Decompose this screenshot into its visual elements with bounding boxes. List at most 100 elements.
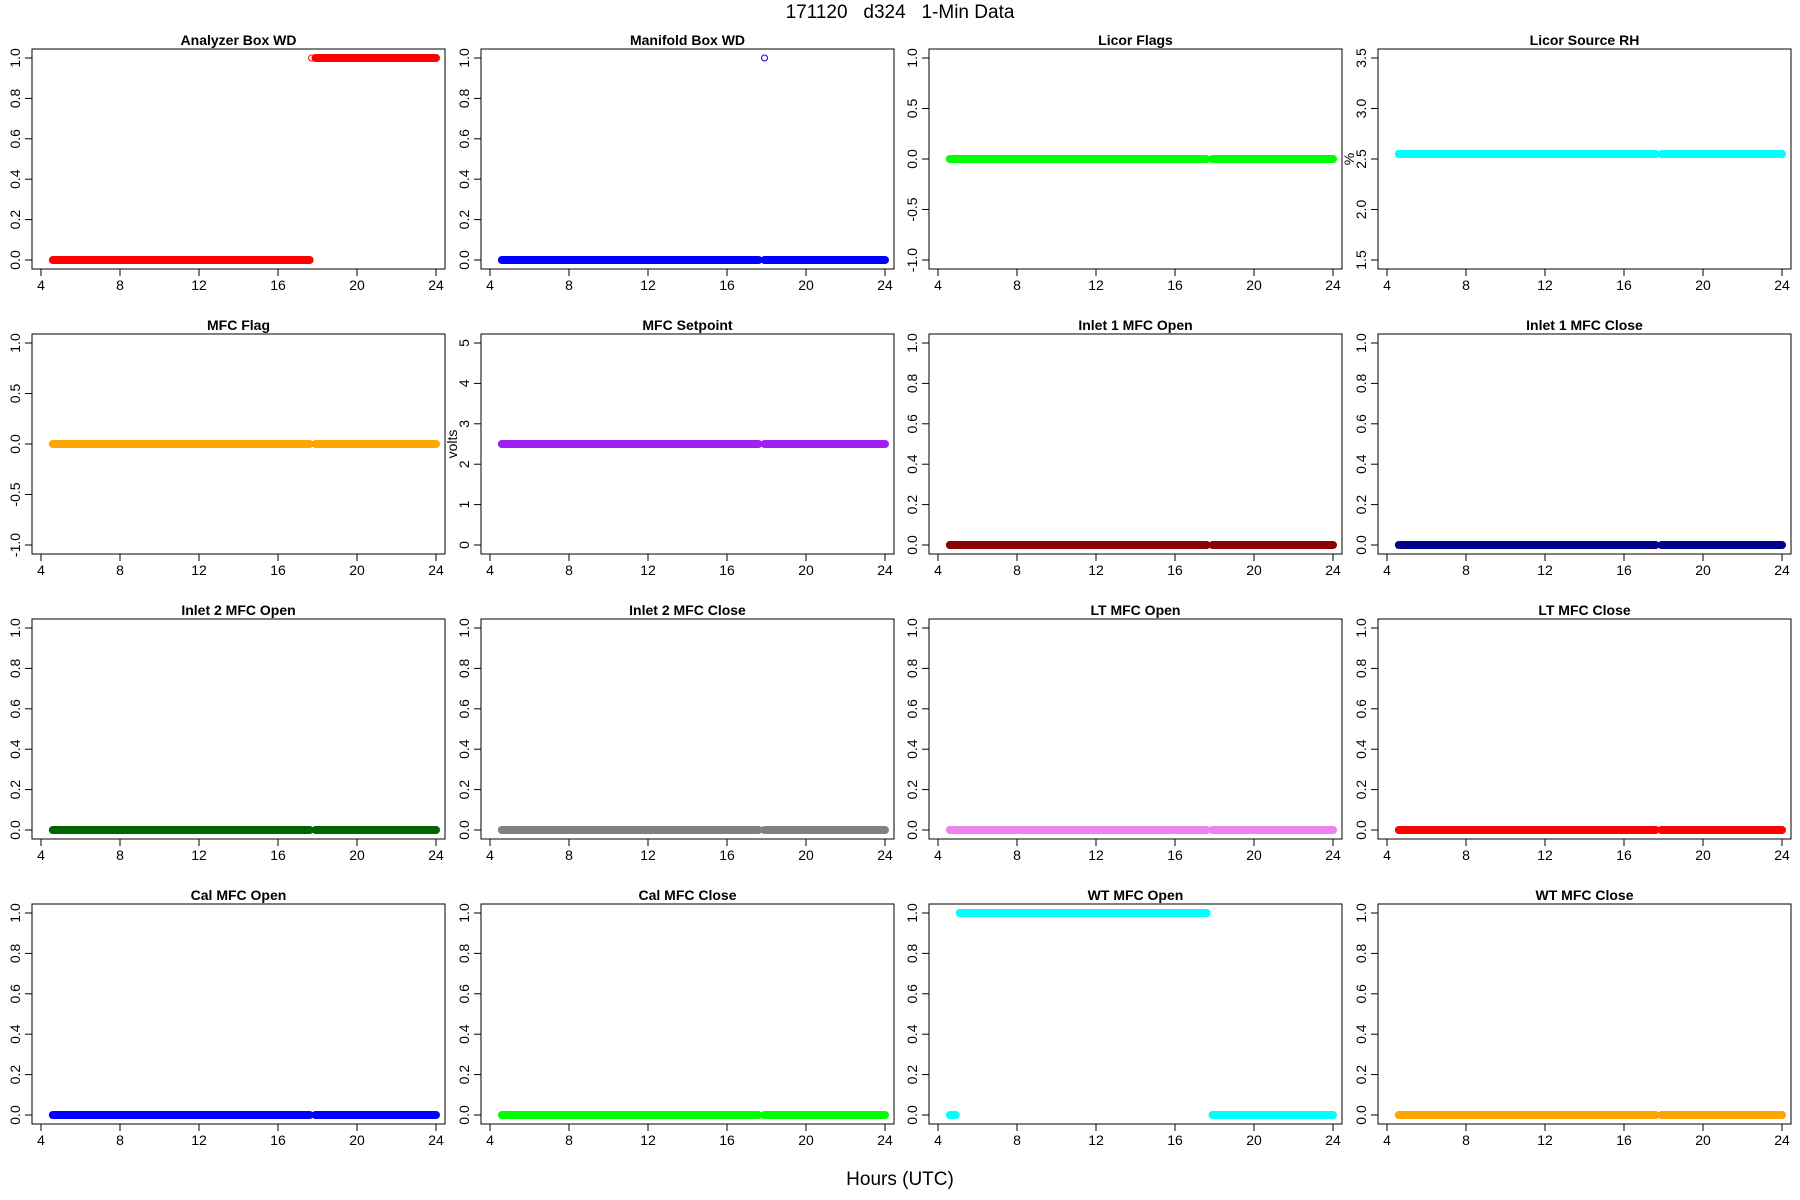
panel-wt-mfc-close-y-tick-label-2: 0.4 (1353, 1024, 1369, 1044)
panel-licor-flags-x-tick-label-8: 8 (1013, 277, 1021, 293)
panel-inlet-2-mfc-close-frame (480, 618, 895, 840)
panel-licor-source-rh-y-tick-label-3: 3.0 (1353, 99, 1369, 119)
panel-cal-mfc-open-y-tick-label-1: 0.2 (7, 1065, 23, 1085)
panel-analyzer-box-wd-x-tick-label-16: 16 (270, 277, 286, 293)
panel-wt-mfc-open-x-tick-label-8: 8 (1013, 1132, 1021, 1148)
panel-manifold-box-wd-y-tick-label-0: 0.0 (456, 250, 472, 270)
panel-inlet-2-mfc-close-x-tick-label-24: 24 (877, 847, 893, 863)
panel-inlet-1-mfc-open-y-tick-label-0: 0.0 (904, 535, 920, 555)
panel-inlet-2-mfc-close-y-tick-label-2: 0.4 (456, 739, 472, 759)
panel-cal-mfc-open-y-tick-label-4: 0.8 (7, 943, 23, 963)
panel-inlet-1-mfc-open-y-tick-label-4: 0.8 (904, 373, 920, 393)
panel-lt-mfc-close-x-tick-label-20: 20 (1695, 847, 1711, 863)
panel-lt-mfc-open-y-tick-label-1: 0.2 (904, 780, 920, 800)
panel-licor-source-rh-y-tick-label-4: 3.5 (1353, 48, 1369, 68)
panel-inlet-1-mfc-close-y-tick-label-4: 0.8 (1353, 373, 1369, 393)
panel-cal-mfc-open-x-tick-label-24: 24 (428, 1132, 444, 1148)
panel-mfc-flag-x-axis: 4 8 12 16 20 24 (37, 553, 444, 578)
panel-cal-mfc-close-y-tick-label-0: 0.0 (456, 1105, 472, 1125)
panel-lt-mfc-close-title: LT MFC Close (1538, 602, 1631, 618)
panel-mfc-flag-y-tick-label-0: -1.0 (7, 533, 23, 557)
panel-wt-mfc-open-x-axis: 4 8 12 16 20 24 (934, 1123, 1341, 1148)
x-axis-title: Hours (UTC) (846, 1169, 954, 1190)
panel-cal-mfc-open-x-axis: 4 8 12 16 20 24 (37, 1123, 444, 1148)
panel-inlet-1-mfc-close-y-tick-label-1: 0.2 (1353, 495, 1369, 515)
panel-cal-mfc-close-x-tick-label-12: 12 (640, 1132, 656, 1148)
panel-inlet-2-mfc-close-y-tick-label-3: 0.6 (456, 699, 472, 719)
panel-wt-mfc-open-y-tick-label-0: 0.0 (904, 1105, 920, 1125)
panel-cal-mfc-open-x-tick-label-20: 20 (349, 1132, 365, 1148)
panel-inlet-2-mfc-close-y-tick-label-1: 0.2 (456, 780, 472, 800)
panel-mfc-flag-y-tick-label-2: 0.0 (7, 434, 23, 454)
panel-lt-mfc-open-title: LT MFC Open (1091, 602, 1181, 618)
panel-licor-flags-x-tick-label-20: 20 (1246, 277, 1262, 293)
panel-licor-source-rh-y-tick-label-1: 2.0 (1353, 200, 1369, 220)
panel-wt-mfc-open-x-tick-label-4: 4 (934, 1132, 942, 1148)
panel-wt-mfc-close-frame (1377, 903, 1792, 1125)
panel-mfc-flag-x-tick-label-24: 24 (428, 562, 444, 578)
panel-manifold-box-wd-x-tick-label-20: 20 (798, 277, 814, 293)
panel-wt-mfc-close-x-tick-label-24: 24 (1774, 1132, 1790, 1148)
panel-inlet-2-mfc-close-y-tick-label-5: 1.0 (456, 618, 472, 638)
panel-cal-mfc-open-y-axis: 0.0 0.2 0.4 0.6 0.8 1.0 (7, 903, 33, 1125)
panel-wt-mfc-close-x-tick-label-12: 12 (1537, 1132, 1553, 1148)
panel-cal-mfc-open-x-tick-label-8: 8 (116, 1132, 124, 1148)
panel-lt-mfc-close-x-axis: 4 8 12 16 20 24 (1383, 838, 1790, 863)
panel-inlet-1-mfc-close-x-tick-label-8: 8 (1462, 562, 1470, 578)
panel-licor-source-rh: Licor Source RH 4 8 12 16 20 24 1.5 2.0 2.5 3.0 3.5… (1341, 32, 1792, 293)
panel-wt-mfc-open-y-tick-label-5: 1.0 (904, 903, 920, 923)
panel-licor-flags-y-axis: -1.0 -0.5 0.0 0.5 1.0 (904, 48, 930, 272)
panel-lt-mfc-open-x-tick-label-12: 12 (1088, 847, 1104, 863)
panel-inlet-2-mfc-close-x-tick-label-16: 16 (719, 847, 735, 863)
panel-cal-mfc-open-y-tick-label-5: 1.0 (7, 903, 23, 923)
panel-inlet-2-mfc-close-x-tick-label-8: 8 (565, 847, 573, 863)
panel-wt-mfc-close-y-tick-label-5: 1.0 (1353, 903, 1369, 923)
panel-licor-source-rh-x-tick-label-4: 4 (1383, 277, 1391, 293)
panel-inlet-2-mfc-close-x-tick-label-12: 12 (640, 847, 656, 863)
panel-licor-source-rh-y-tick-label-0: 1.5 (1353, 250, 1369, 270)
panel-mfc-flag-x-tick-label-12: 12 (191, 562, 207, 578)
panel-inlet-2-mfc-open-x-tick-label-8: 8 (116, 847, 124, 863)
panel-wt-mfc-close: WT MFC Close 4 8 12 16 20 24 0.0 0.2 0.4 0.6 0.8 1.0 (1353, 887, 1792, 1148)
panel-wt-mfc-close-title: WT MFC Close (1536, 887, 1634, 903)
panel-cal-mfc-close-x-tick-label-20: 20 (798, 1132, 814, 1148)
panel-lt-mfc-open-y-axis: 0.0 0.2 0.4 0.6 0.8 1.0 (904, 618, 930, 840)
panel-lt-mfc-open-y-tick-label-5: 1.0 (904, 618, 920, 638)
panel-inlet-2-mfc-open-x-tick-label-4: 4 (37, 847, 45, 863)
panel-lt-mfc-close-x-tick-label-24: 24 (1774, 847, 1790, 863)
panel-licor-flags-x-axis: 4 8 12 16 20 24 (934, 268, 1341, 293)
panel-inlet-2-mfc-close-y-tick-label-0: 0.0 (456, 820, 472, 840)
panel-mfc-flag-y-tick-label-1: -0.5 (7, 482, 23, 506)
panel-licor-flags: Licor Flags 4 8 12 16 20 24 -1.0 -0.5 0.0 0.5 1.0 (904, 32, 1343, 293)
panel-inlet-2-mfc-open-x-axis: 4 8 12 16 20 24 (37, 838, 444, 863)
panel-cal-mfc-open-y-tick-label-2: 0.4 (7, 1024, 23, 1044)
panel-cal-mfc-close: Cal MFC Close 4 8 12 16 20 24 0.0 0.2 0.4 0.6 0.8 1.… (456, 887, 895, 1148)
panel-wt-mfc-open-x-tick-label-12: 12 (1088, 1132, 1104, 1148)
panel-licor-source-rh-x-tick-label-24: 24 (1774, 277, 1790, 293)
panel-cal-mfc-close-y-tick-label-3: 0.6 (456, 984, 472, 1004)
panel-wt-mfc-open-y-tick-label-2: 0.4 (904, 1024, 920, 1044)
panel-analyzer-box-wd-x-tick-label-4: 4 (37, 277, 45, 293)
panel-mfc-setpoint-y-tick-label-1: 1 (456, 500, 472, 508)
panel-cal-mfc-open-y-tick-label-3: 0.6 (7, 984, 23, 1004)
panel-cal-mfc-open-frame (31, 903, 446, 1125)
panel-mfc-setpoint-y-axis-title: volts (444, 430, 460, 459)
panel-mfc-flag: MFC Flag 4 8 12 16 20 24 -1.0 -0.5 0.0 0.5 1.0 (7, 317, 446, 578)
panel-inlet-1-mfc-close-x-tick-label-20: 20 (1695, 562, 1711, 578)
panel-mfc-setpoint-x-tick-label-12: 12 (640, 562, 656, 578)
panel-inlet-1-mfc-close-frame (1377, 333, 1792, 555)
panel-inlet-1-mfc-open-y-tick-label-3: 0.6 (904, 414, 920, 434)
panel-inlet-1-mfc-open-x-tick-label-4: 4 (934, 562, 942, 578)
panel-mfc-setpoint-title: MFC Setpoint (642, 317, 733, 333)
panel-inlet-1-mfc-close-y-tick-label-2: 0.4 (1353, 454, 1369, 474)
panel-analyzer-box-wd: Analyzer Box WD 4 8 12 16 20 24 0.0 0.2 0.4 0.6 0.8… (7, 32, 446, 293)
panel-analyzer-box-wd-x-tick-label-8: 8 (116, 277, 124, 293)
panel-analyzer-box-wd-title: Analyzer Box WD (181, 32, 297, 48)
panel-inlet-1-mfc-close-y-tick-label-0: 0.0 (1353, 535, 1369, 555)
panel-cal-mfc-open-x-tick-label-16: 16 (270, 1132, 286, 1148)
panel-mfc-setpoint-y-tick-label-2: 2 (456, 460, 472, 468)
panel-lt-mfc-close-y-tick-label-2: 0.4 (1353, 739, 1369, 759)
panel-lt-mfc-close-y-tick-label-4: 0.8 (1353, 658, 1369, 678)
